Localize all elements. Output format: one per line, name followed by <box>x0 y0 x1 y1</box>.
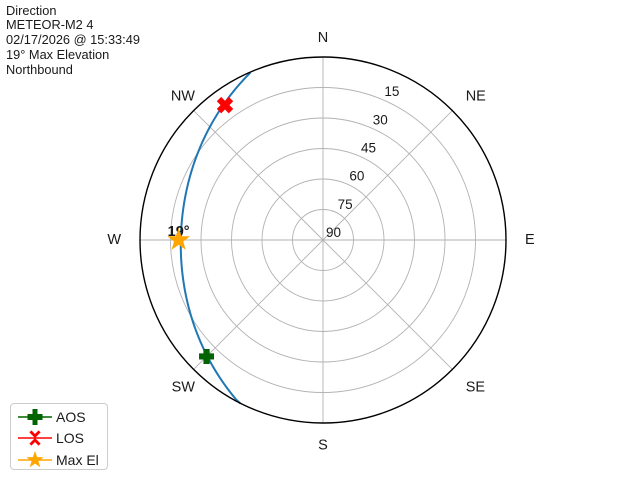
svg-text:30: 30 <box>373 112 388 127</box>
svg-text:SE: SE <box>466 379 486 395</box>
svg-text:N: N <box>318 30 328 46</box>
svg-text:60: 60 <box>349 169 364 184</box>
svg-text:90: 90 <box>326 225 341 240</box>
svg-text:45: 45 <box>361 140 376 155</box>
svg-text:NE: NE <box>466 88 486 104</box>
svg-text:S: S <box>318 438 328 454</box>
svg-text:75: 75 <box>338 197 353 212</box>
svg-text:W: W <box>107 232 121 248</box>
svg-text:15: 15 <box>384 84 399 99</box>
svg-text:NW: NW <box>171 88 195 104</box>
svg-text:SW: SW <box>172 379 196 395</box>
svg-text:E: E <box>525 232 535 248</box>
